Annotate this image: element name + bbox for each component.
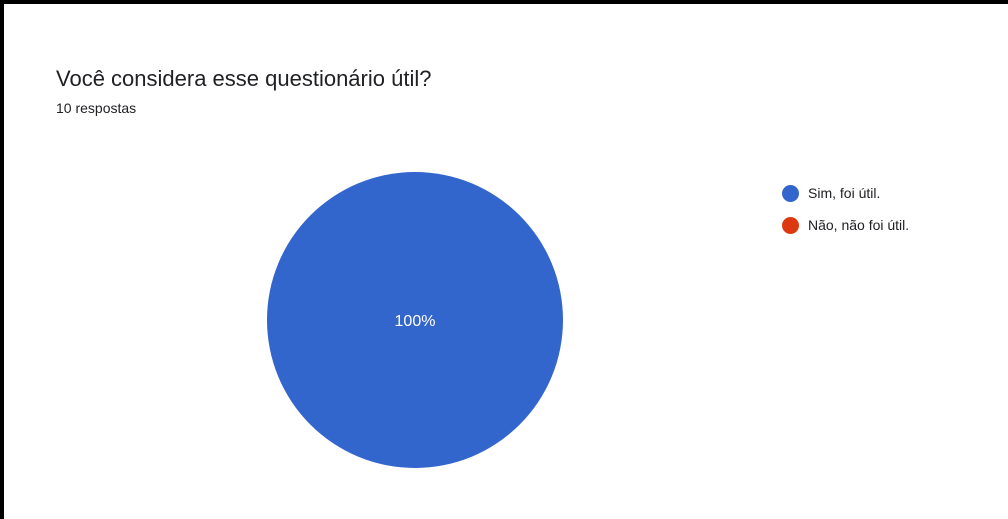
legend-label-nao: Não, não foi útil. [808, 217, 910, 233]
legend-item-sim[interactable]: Sim, foi útil. [782, 183, 909, 203]
legend-swatch-nao [782, 216, 799, 234]
pie-slices [267, 172, 563, 468]
question-title: Você considera esse questionário útil? [56, 66, 432, 91]
pie-chart: 100% [267, 172, 563, 468]
response-count: 10 respostas [56, 100, 137, 116]
pie-data-labels: 100% [395, 313, 436, 330]
question-card: Você considera esse questionário útil? 1… [8, 18, 1008, 519]
legend-label-sim: Sim, foi útil. [808, 185, 881, 201]
pie-label-sim: 100% [395, 313, 436, 330]
legend-item-nao[interactable]: Não, não foi útil. [782, 215, 909, 235]
chart-legend: Sim, foi útil. Não, não foi útil. [782, 183, 909, 247]
legend-swatch-sim [782, 184, 799, 202]
pie-slice-sim[interactable] [267, 172, 563, 468]
